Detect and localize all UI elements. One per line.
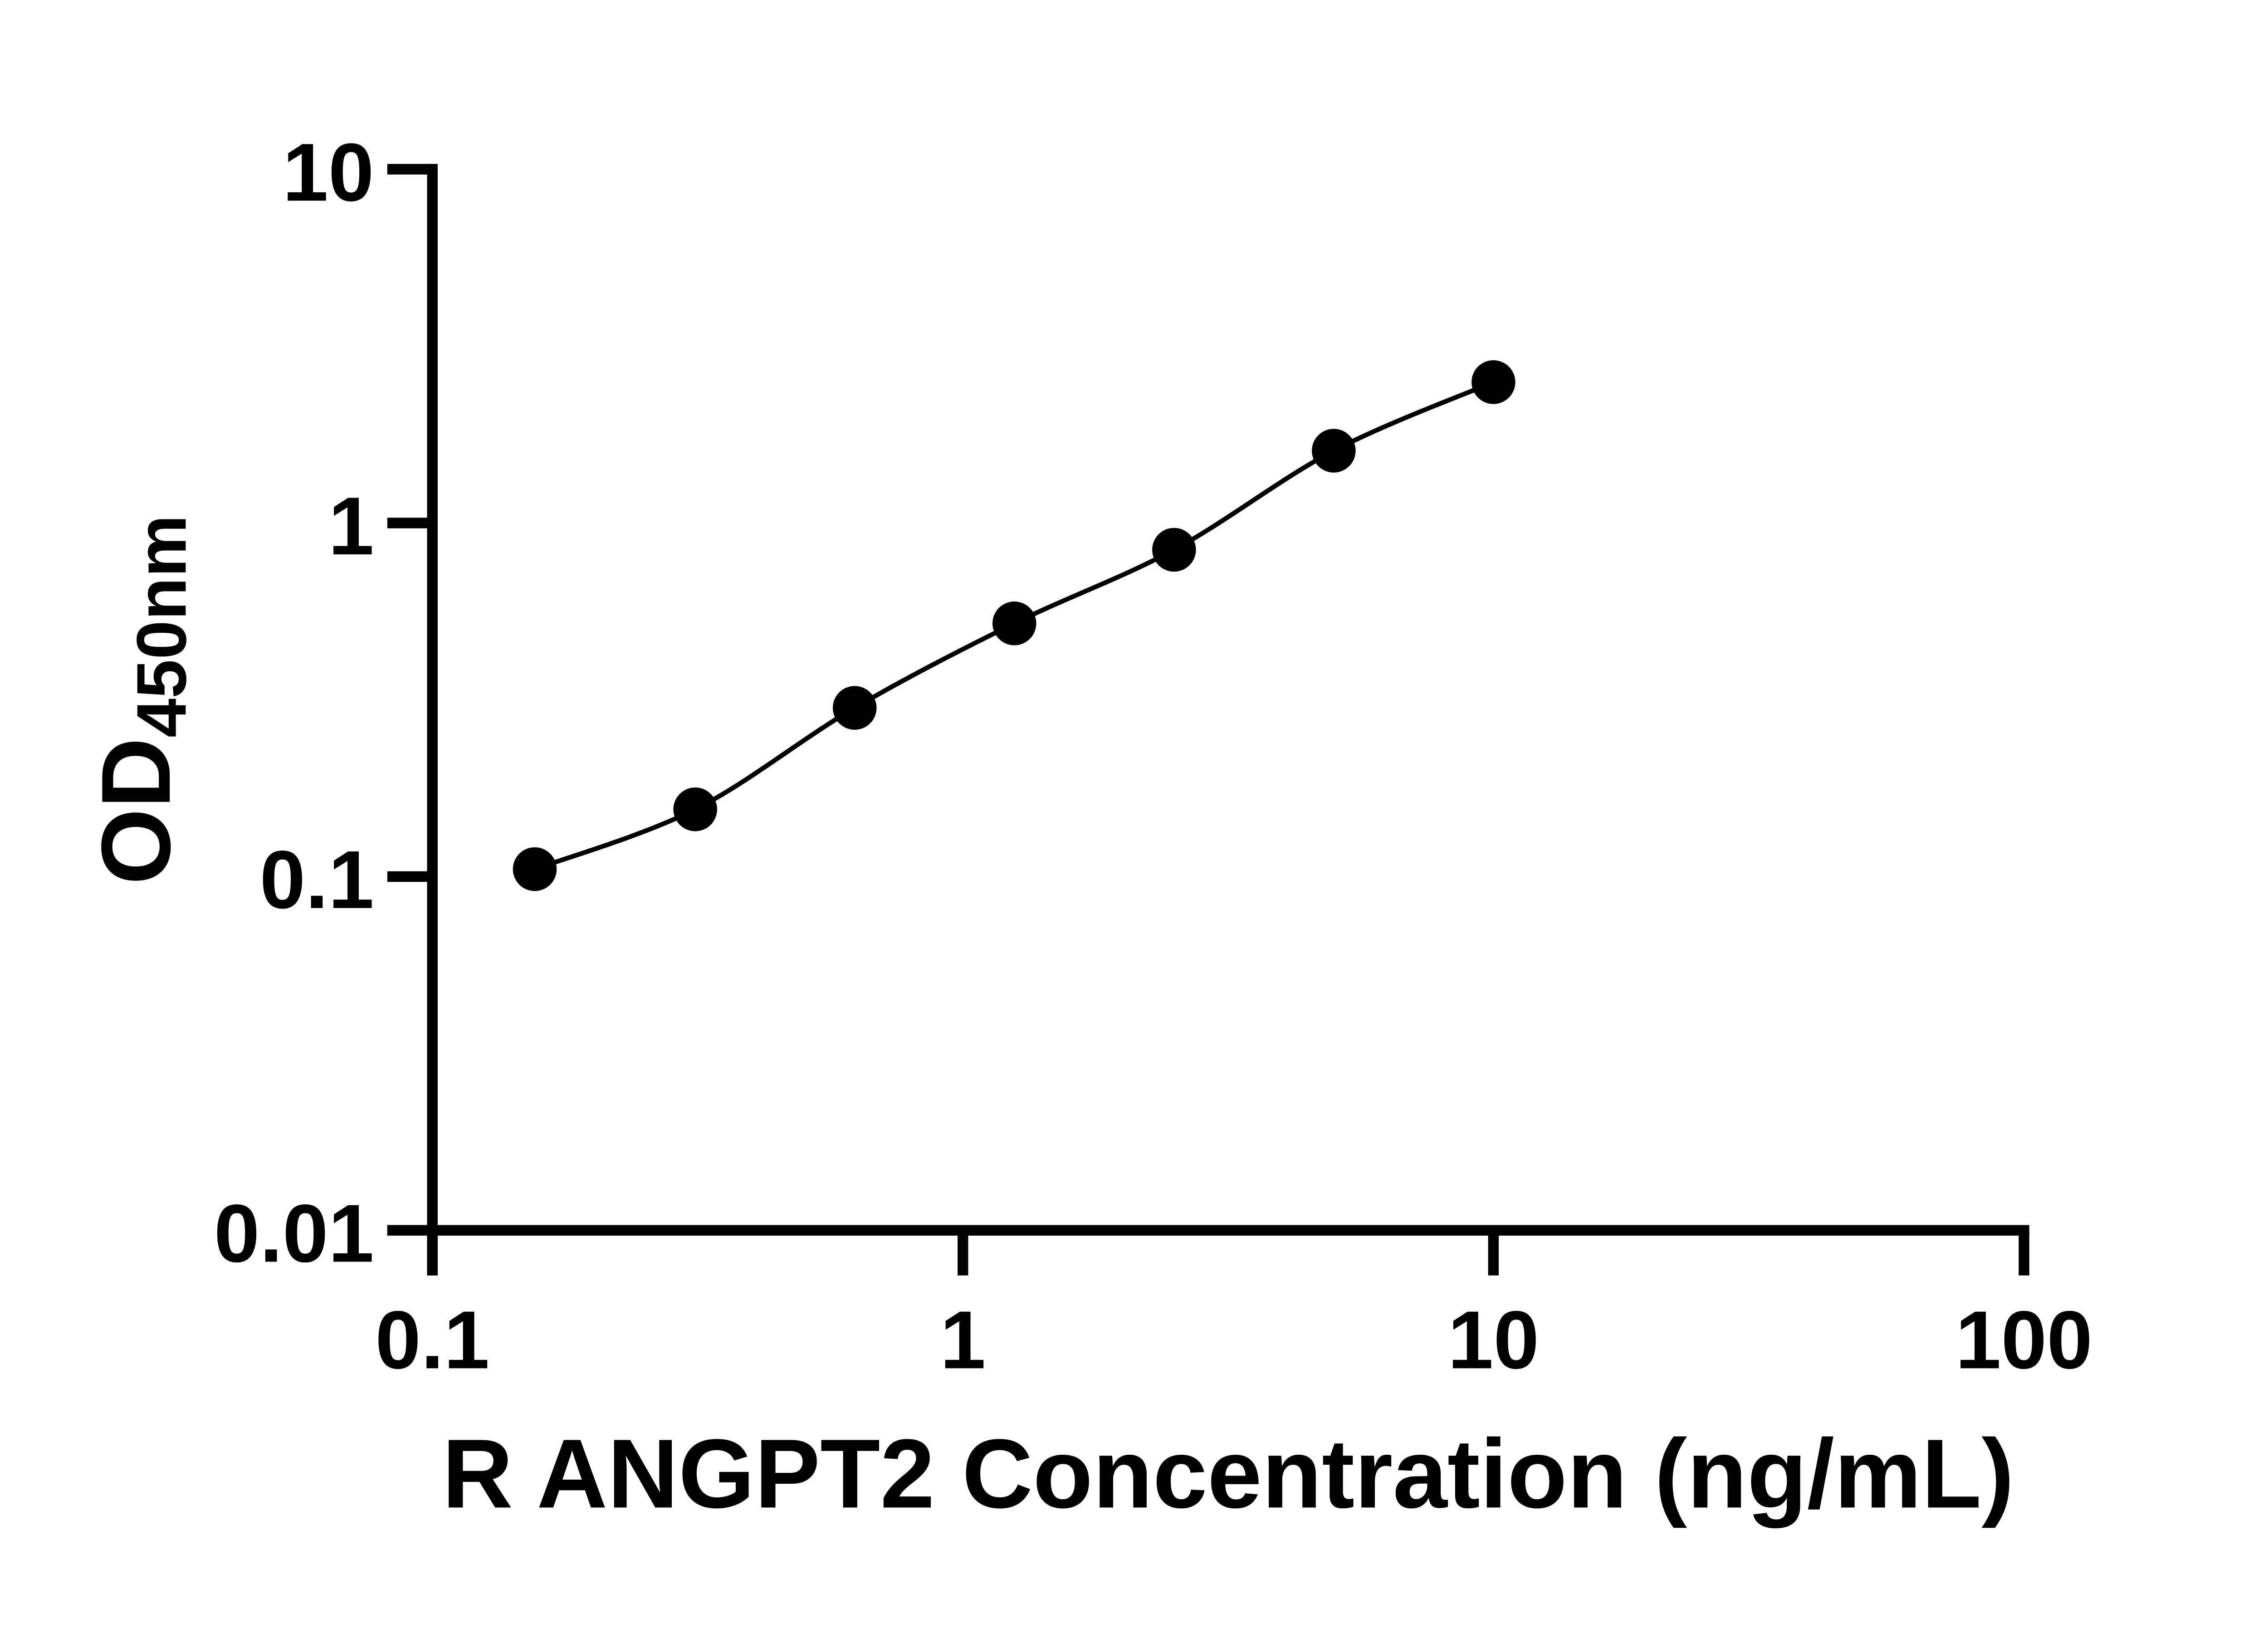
data-point-marker: [832, 686, 877, 730]
x-axis-title: R ANGPT2 Concentration (ng/mL): [442, 1418, 2014, 1528]
y-axis-title-main: OD: [81, 738, 191, 885]
x-tick-label: 100: [1955, 1294, 2092, 1386]
axis-ticks: [387, 164, 2029, 1276]
y-axis-title: OD450nm: [81, 515, 200, 885]
x-tick-label: 1: [940, 1294, 986, 1386]
x-tick-label: 10: [1448, 1294, 1540, 1386]
data-point-marker: [992, 601, 1036, 645]
axes: [387, 164, 2029, 1276]
data-point-marker: [1312, 429, 1356, 473]
y-tick-label: 0.1: [260, 834, 374, 926]
data-point-marker: [673, 787, 717, 831]
data-series: [513, 360, 1515, 891]
y-axis-title-subscript: 450nm: [122, 515, 200, 738]
y-tick-label: 1: [328, 480, 374, 572]
y-tick-label: 10: [283, 127, 374, 218]
y-tick-label: 0.01: [214, 1188, 374, 1280]
data-point-marker: [1471, 360, 1515, 404]
data-point-marker: [1152, 528, 1196, 572]
data-point-marker: [513, 847, 557, 891]
x-tick-label: 0.1: [375, 1294, 489, 1386]
